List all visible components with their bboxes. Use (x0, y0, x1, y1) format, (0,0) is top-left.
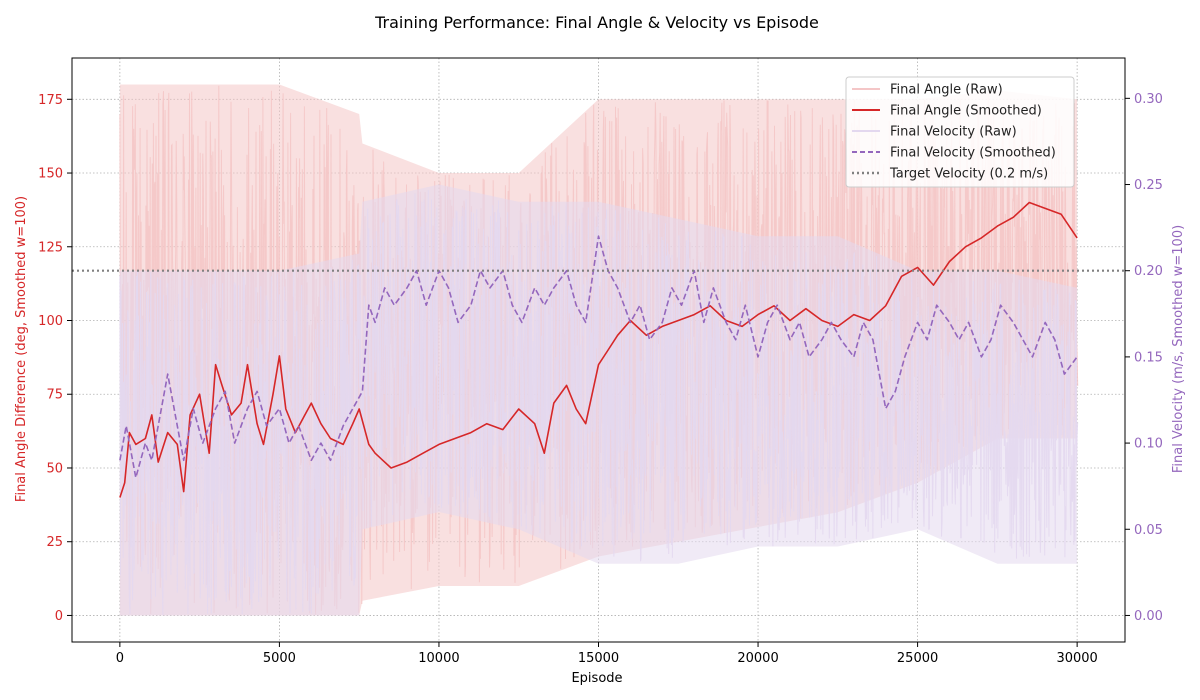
legend-entry-velocity-raw: Final Velocity (Raw) (852, 125, 1017, 140)
legend-label: Final Velocity (Raw) (890, 125, 1017, 140)
legend: Final Angle (Raw) Final Angle (Smoothed) F… (845, 76, 1075, 188)
y-right-tick-label: 0.30 (1134, 92, 1163, 107)
legend-label: Target Velocity (0.2 m/s) (889, 167, 1048, 182)
y-right-tick-label: 0.20 (1134, 264, 1163, 279)
legend-box (845, 76, 1075, 188)
y-right-tick-label: 0.10 (1134, 437, 1163, 452)
legend-entry-velocity-smoothed: Final Velocity (Smoothed) (852, 146, 1056, 161)
legend-entry-angle-raw: Final Angle (Raw) (852, 83, 1003, 98)
series-final-velocity-raw (119, 184, 1079, 616)
x-tick-label: 0 (116, 651, 124, 666)
y-left-tick-label: 25 (46, 535, 63, 550)
y-left-axis-title: Final Angle Difference (deg, Smoothed w=… (14, 196, 29, 502)
x-tick-label: 15000 (578, 651, 619, 666)
legend-entry-target-velocity: Target Velocity (0.2 m/s) (852, 167, 1048, 182)
y-right-tick-label: 0.15 (1134, 350, 1163, 365)
legend-entry-angle-smoothed: Final Angle (Smoothed) (852, 104, 1042, 119)
x-axis-title: Episode (571, 671, 622, 686)
legend-label: Final Angle (Smoothed) (890, 104, 1042, 119)
x-tick-label: 30000 (1056, 651, 1097, 666)
legend-label: Final Angle (Raw) (890, 83, 1003, 98)
y-left-tick-label: 100 (38, 314, 63, 329)
y-left-tick-label: 150 (38, 167, 63, 182)
y-left-tick-label: 50 (46, 461, 63, 476)
y-right-axis-title: Final Velocity (m/s, Smoothed w=100) (1171, 225, 1186, 473)
x-tick-label: 25000 (897, 651, 938, 666)
smoothed-series-layer (72, 201, 1125, 498)
raw-series-layer (119, 84, 1079, 616)
x-tick-label: 5000 (263, 651, 296, 666)
y-right-tick-label: 0.05 (1134, 523, 1163, 538)
series-final-angle-smoothed (119, 201, 1078, 498)
x-tick-label: 10000 (418, 651, 459, 666)
y-left-tick-label: 175 (38, 93, 63, 108)
axes: 0 5000 10000 15000 20000 25000 30000 0 25 50 75 100… (38, 92, 1163, 666)
y-left-tick-label: 125 (38, 240, 63, 255)
series-final-velocity-raw-spikes (119, 189, 1079, 616)
y-right-tick-label: 0.25 (1134, 178, 1163, 193)
y-left-tick-label: 75 (46, 388, 63, 403)
y-right-tick-label: 0.00 (1134, 609, 1163, 624)
chart-title: Training Performance: Final Angle & Velo… (374, 13, 819, 32)
x-tick-label: 20000 (737, 651, 778, 666)
y-left-tick-label: 0 (55, 609, 63, 624)
legend-label: Final Velocity (Smoothed) (890, 146, 1056, 161)
series-final-velocity-smoothed (119, 235, 1078, 479)
